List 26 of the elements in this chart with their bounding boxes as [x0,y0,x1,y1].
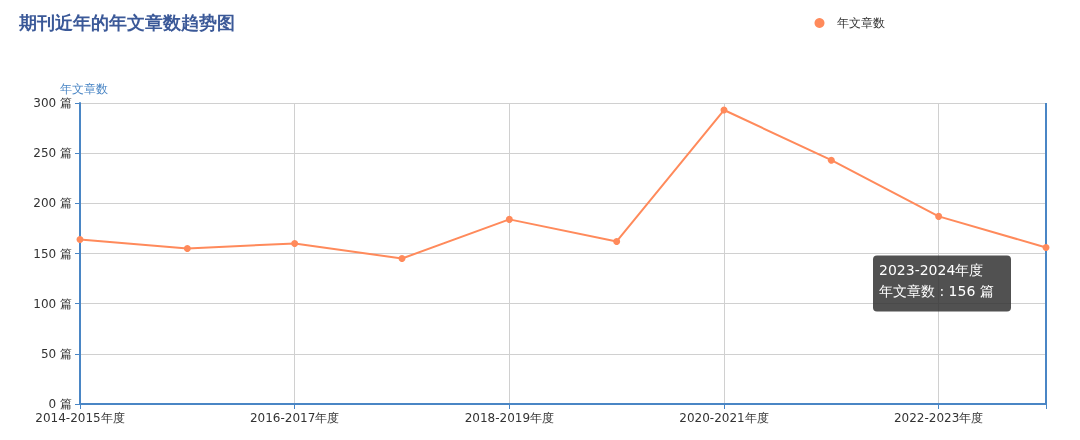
legend-label: 年文章数 [837,16,885,30]
annotation: 2023-2024年度 [879,262,984,279]
chart-title: 期刊近年的年文章数趋势图 [18,11,235,33]
x-tick-label: 2016-2017年度 [249,411,340,425]
y-tick-label: 200 篇 [33,196,72,211]
y-tick-label: 150 篇 [33,246,72,261]
y-tick-label: 0 篇 [48,397,72,411]
x-tick-label: 2014-2015年度 [35,411,125,425]
x-tick-label: 2018-2019年度 [464,411,555,425]
y-tick-label: 100 篇 [33,296,72,311]
point [76,235,84,243]
point [827,156,835,164]
point [183,244,191,252]
y-tick-label: 50 篇 [40,346,72,361]
annotation: 年文章数 : 156 篇 [879,283,994,300]
point [291,239,299,247]
point [1042,243,1050,251]
point [398,255,406,263]
x-tick-label: 2022-2023年度 [893,411,984,425]
y-axis-title: 年文章数 [60,82,108,96]
y-tick-label: 300 篇 [33,96,72,110]
y-tick-label: 250 篇 [33,146,72,161]
x-tick-label: 2020-2021年度 [679,411,769,425]
point [505,215,513,223]
point [935,212,943,220]
point [613,237,621,245]
